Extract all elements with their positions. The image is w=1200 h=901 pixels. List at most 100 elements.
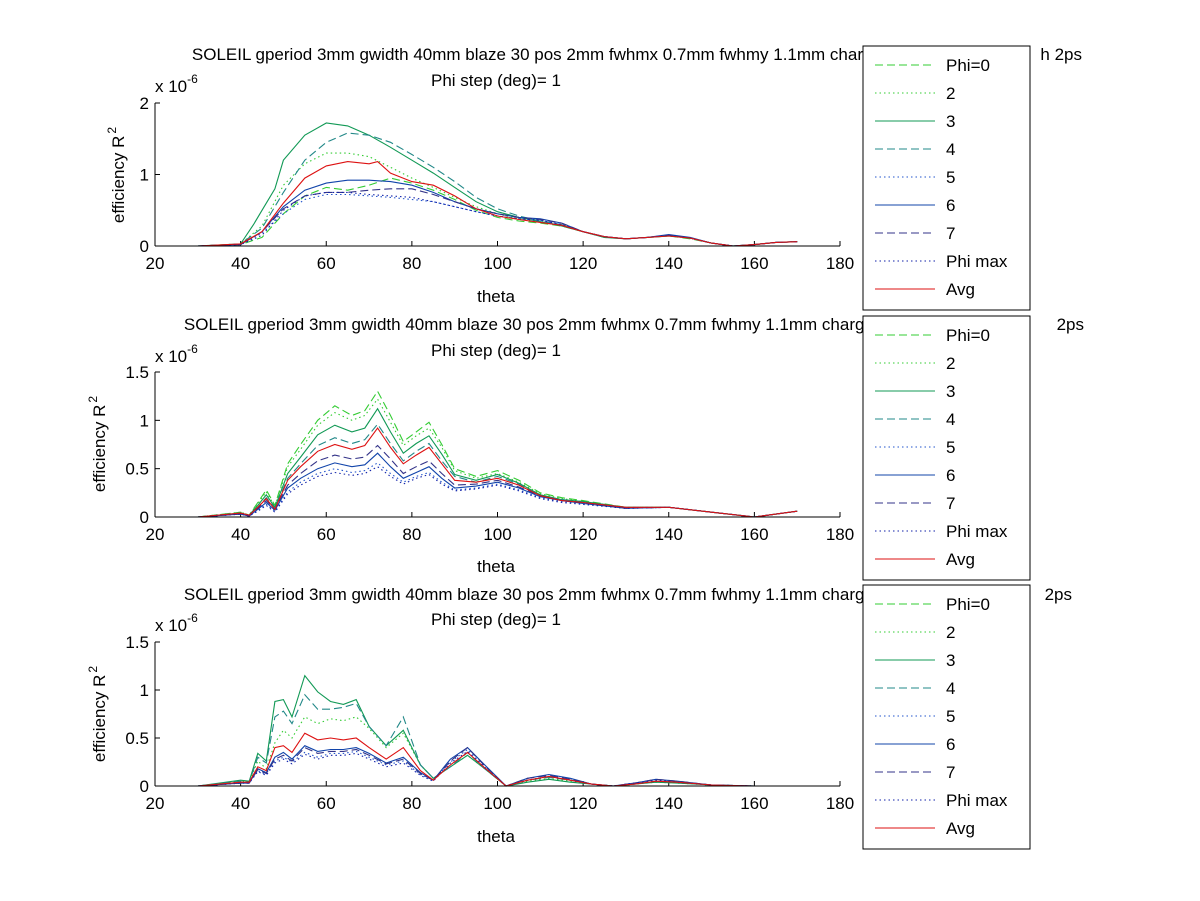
x-tick-labels: 20 40 60 80 100 120 140 160 180 bbox=[146, 781, 854, 813]
x-tick-label: 60 bbox=[317, 794, 336, 813]
y-tick-label: 0 bbox=[140, 508, 149, 527]
x-tick-label: 140 bbox=[655, 525, 683, 544]
x-tick-label: 80 bbox=[402, 794, 421, 813]
legend-label: 4 bbox=[946, 140, 955, 159]
legend-label: 4 bbox=[946, 410, 955, 429]
legend-label: 6 bbox=[946, 735, 955, 754]
legend-label: 7 bbox=[946, 494, 955, 513]
x-tick-label: 60 bbox=[317, 525, 336, 544]
y-tick-labels: 0 0.5 1 1.5 bbox=[125, 363, 160, 527]
y-tick-label: 0 bbox=[140, 237, 149, 256]
x-tick-label: 140 bbox=[655, 254, 683, 273]
legend-label: Phi max bbox=[946, 791, 1008, 810]
x-tick-label: 120 bbox=[569, 794, 597, 813]
series-line-5 bbox=[197, 462, 798, 518]
x-tick-label: 40 bbox=[231, 254, 250, 273]
y-axis-label: efficiency R2 bbox=[86, 396, 109, 493]
subplot-title: SOLEIL gperiod 3mm gwidth 40mm blaze 30 … bbox=[192, 45, 896, 64]
x-axis-label: theta bbox=[477, 827, 515, 846]
subplot-title: SOLEIL gperiod 3mm gwidth 40mm blaze 30 … bbox=[184, 315, 888, 334]
y-axis-label: efficiency R2 bbox=[86, 666, 109, 763]
y-tick-label: 0.5 bbox=[125, 729, 149, 748]
x-axis-label: theta bbox=[477, 287, 515, 306]
legend-label: 3 bbox=[946, 382, 955, 401]
legend-label: Phi max bbox=[946, 252, 1008, 271]
x-tick-label: 100 bbox=[483, 525, 511, 544]
legend-label: Avg bbox=[946, 280, 975, 299]
series-line-2 bbox=[197, 398, 798, 518]
x-axis-label: theta bbox=[477, 557, 515, 576]
legend-label: Phi=0 bbox=[946, 595, 990, 614]
series-lines bbox=[197, 390, 798, 518]
y-tick-labels: 0 0.5 1 1.5 bbox=[125, 633, 160, 796]
series-line-phi-0 bbox=[197, 390, 798, 518]
x-tick-label: 40 bbox=[231, 525, 250, 544]
x-tick-label: 180 bbox=[826, 794, 854, 813]
legend-label: 3 bbox=[946, 112, 955, 131]
legend: Phi=0 2 3 4 5 6 7 Phi max Avg bbox=[862, 315, 1031, 581]
y-tick-label: 0.5 bbox=[125, 460, 149, 479]
legend-box bbox=[862, 315, 1031, 581]
legend-label: Avg bbox=[946, 550, 975, 569]
x-tick-label: 180 bbox=[826, 525, 854, 544]
subplot-subtitle: Phi step (deg)= 1 bbox=[431, 71, 561, 90]
exponent-label: x 10-6 bbox=[155, 342, 198, 366]
y-tick-label: 0 bbox=[140, 777, 149, 796]
y-tick-label: 1 bbox=[140, 411, 149, 430]
exponent-label: x 10-6 bbox=[155, 611, 198, 635]
x-tick-label: 20 bbox=[146, 794, 165, 813]
subplot-2: SOLEIL gperiod 3mm gwidth 40mm blaze 30 … bbox=[86, 315, 1084, 581]
x-tick-label: 100 bbox=[483, 254, 511, 273]
legend-label: 6 bbox=[946, 466, 955, 485]
x-tick-label: 20 bbox=[146, 525, 165, 544]
x-tick-label: 160 bbox=[740, 525, 768, 544]
legend-box bbox=[862, 584, 1031, 850]
subplot-title: SOLEIL gperiod 3mm gwidth 40mm blaze 30 … bbox=[184, 585, 888, 604]
series-line-5 bbox=[197, 748, 798, 787]
legend: Phi=0 2 3 4 5 6 7 Phi max Avg bbox=[862, 584, 1031, 850]
x-tick-label: 40 bbox=[231, 794, 250, 813]
series-line-7 bbox=[197, 746, 798, 787]
legend-label: 7 bbox=[946, 763, 955, 782]
subplot-title-tail: 2ps bbox=[1045, 585, 1072, 604]
series-line-avg bbox=[197, 732, 798, 787]
x-tick-label: 120 bbox=[569, 254, 597, 273]
series-line-avg bbox=[197, 160, 798, 247]
x-tick-label: 140 bbox=[655, 794, 683, 813]
series-lines bbox=[197, 122, 798, 247]
y-tick-label: 1.5 bbox=[125, 633, 149, 652]
legend-label: Avg bbox=[946, 819, 975, 838]
series-lines bbox=[197, 674, 798, 787]
legend-label: 5 bbox=[946, 438, 955, 457]
legend-label: 2 bbox=[946, 623, 955, 642]
legend-label: 7 bbox=[946, 224, 955, 243]
x-tick-label: 60 bbox=[317, 254, 336, 273]
legend-label: Phi=0 bbox=[946, 56, 990, 75]
subplot-subtitle: Phi step (deg)= 1 bbox=[431, 341, 561, 360]
subplot-subtitle: Phi step (deg)= 1 bbox=[431, 610, 561, 629]
x-tick-label: 20 bbox=[146, 254, 165, 273]
series-line-avg bbox=[197, 427, 798, 518]
legend-label: 6 bbox=[946, 196, 955, 215]
y-tick-label: 1.5 bbox=[125, 363, 149, 382]
exponent-label: x 10-6 bbox=[155, 72, 198, 96]
legend-label: 2 bbox=[946, 354, 955, 373]
x-tick-label: 160 bbox=[740, 794, 768, 813]
series-line-2 bbox=[197, 152, 798, 247]
series-line-4 bbox=[197, 693, 798, 787]
x-tick-label: 80 bbox=[402, 525, 421, 544]
legend-label: 3 bbox=[946, 651, 955, 670]
legend-label: 5 bbox=[946, 707, 955, 726]
legend-label: 4 bbox=[946, 679, 955, 698]
legend-label: Phi max bbox=[946, 522, 1008, 541]
subplot-title-tail: 2ps bbox=[1057, 315, 1084, 334]
legend-label: 2 bbox=[946, 84, 955, 103]
x-tick-label: 120 bbox=[569, 525, 597, 544]
series-line-6 bbox=[197, 452, 798, 518]
legend-label: 5 bbox=[946, 168, 955, 187]
y-axis-label: efficiency R2 bbox=[105, 127, 128, 224]
series-line-3 bbox=[197, 407, 798, 518]
x-tick-label: 100 bbox=[483, 794, 511, 813]
subplot-1: SOLEIL gperiod 3mm gwidth 40mm blaze 30 … bbox=[105, 45, 1082, 311]
